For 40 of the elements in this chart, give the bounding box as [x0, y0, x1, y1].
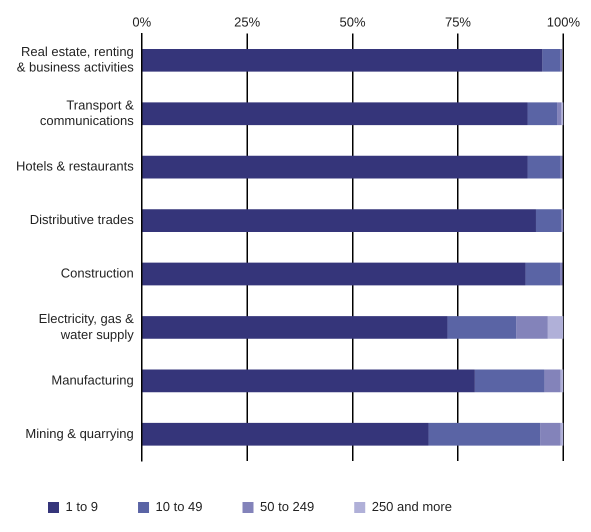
bar: [548, 316, 564, 339]
y-tick-label: Manufacturing: [51, 372, 134, 388]
bar: [536, 209, 562, 232]
bar: [142, 316, 448, 339]
bar: [142, 209, 536, 232]
bar: [142, 48, 542, 72]
x-tick-label: 0%: [132, 14, 152, 30]
bar: [557, 102, 562, 126]
y-tick-label: Real estate, renting & business activities: [16, 44, 134, 75]
legend-label: 10 to 49: [156, 499, 203, 514]
y-tick-label: Construction: [60, 266, 134, 281]
bar: [428, 422, 540, 446]
y-tick-label: Hotels & restaurants: [16, 158, 134, 174]
bar: [540, 422, 560, 446]
legend-label: 1 to 9: [66, 499, 98, 514]
x-tick-label: 75%: [444, 14, 472, 30]
bar: [142, 370, 475, 392]
bar: [142, 102, 528, 126]
bar: [516, 316, 548, 339]
bar: [447, 316, 516, 339]
legend-label: 250 and more: [372, 499, 452, 514]
bar: [474, 370, 544, 392]
bar: [528, 102, 558, 126]
bar: [544, 370, 560, 392]
bar: [142, 422, 428, 446]
x-tick-label: 50%: [340, 14, 366, 30]
legend-label: 50 to 249: [260, 499, 314, 514]
bar: [142, 156, 528, 179]
bar: [142, 262, 526, 286]
y-tick-label: Electricity, gas & water supply: [38, 311, 134, 342]
bar: [560, 262, 563, 286]
y-tick-label: Mining & quarrying: [25, 426, 134, 441]
bar: [525, 262, 560, 286]
bar: [542, 48, 560, 72]
bar: [528, 156, 560, 179]
y-tick-label: Transport & communications: [40, 98, 134, 128]
x-tick-label: 25%: [234, 14, 261, 30]
bar: [560, 156, 563, 179]
y-tick-label: Distributive trades: [30, 212, 134, 228]
x-tick-label: 100%: [546, 14, 580, 30]
